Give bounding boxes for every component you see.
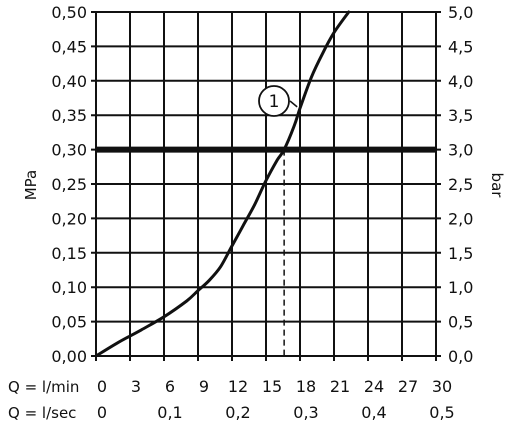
y-right-tick-label: 1,5 [448,244,473,263]
x-lsec-tick-label: 0,4 [361,403,386,422]
y-right-tick-label: 0,5 [448,313,473,332]
x-lsec-tick-label: 0 [97,403,107,422]
y-left-tick-label: 0,35 [51,106,87,125]
y-right-tick-label: 5,0 [448,3,473,22]
y-left-tick-label: 0,45 [51,37,87,56]
y-left-tick-label: 0,05 [51,313,87,332]
x-lsec-tick-label: 0,2 [225,403,250,422]
y-left-tick-label: 0,00 [51,347,87,366]
x-lmin-tick-label: 0 [97,377,107,396]
x-lmin-tick-label: 27 [398,377,418,396]
y-left-tick-label: 0,20 [51,209,87,228]
x-lsec-tick-label: 0,3 [293,403,318,422]
y-axis-right-title: bar [488,173,506,199]
series-curve-group [94,10,351,358]
y-right-tick-label: 2,5 [448,175,473,194]
x-lsec-tick-labels: 0 0,1 0,2 0,3 0,4 0,5 [97,403,455,422]
y-right-tick-label: 3,0 [448,141,473,160]
y-left-tick-label: 0,40 [51,72,87,91]
x-lsec-tick-label: 0,1 [157,403,182,422]
callout-leader-line [289,100,298,108]
x-lmin-tick-label: 3 [131,377,141,396]
x-axis-lsec-title: Q = l/sec [8,404,76,422]
y-left-tick-label: 0,15 [51,244,87,263]
y-right-tick-label: 4,0 [448,72,473,91]
y-left-tick-label: 0,10 [51,278,87,297]
y-right-tick-label: 1,0 [448,278,473,297]
y-right-tick-label: 2,0 [448,209,473,228]
y-right-tick-label: 3,5 [448,106,473,125]
x-lmin-tick-label: 18 [296,377,316,396]
y-right-tick-label: 0,0 [448,347,473,366]
x-lmin-tick-label: 12 [228,377,248,396]
x-lmin-tick-label: 15 [262,377,282,396]
x-lmin-tick-label: 30 [432,377,452,396]
y-left-tick-labels: 0,00 0,05 0,10 0,15 0,20 0,25 0,30 0,35 0,40 0,45… [51,3,87,366]
chart-grid [91,11,441,361]
y-left-tick-label: 0,30 [51,141,87,160]
x-lmin-tick-labels: 0 3 6 9 12 15 18 21 24 27 30 [97,377,452,396]
y-right-tick-labels: 0,0 0,5 1,0 1,5 2,0 2,5 3,0 3,5 4,0 4,5 5,0 [448,3,473,366]
x-lmin-tick-label: 6 [165,377,175,396]
x-lmin-tick-label: 9 [199,377,209,396]
y-left-tick-label: 0,50 [51,3,87,22]
series-line-1 [94,10,351,358]
y-left-tick-label: 0,25 [51,175,87,194]
y-right-tick-label: 4,5 [448,37,473,56]
x-axis-lmin-title: Q = l/min [8,378,79,396]
x-lsec-tick-label: 0,5 [429,403,454,422]
series-marker-group: 1 [258,85,298,356]
y-axis-left-title: MPa [22,170,40,201]
x-lmin-tick-label: 24 [364,377,384,396]
callout-circle [258,85,290,117]
callout-label: 1 [269,92,280,112]
x-lmin-tick-label: 21 [330,377,350,396]
